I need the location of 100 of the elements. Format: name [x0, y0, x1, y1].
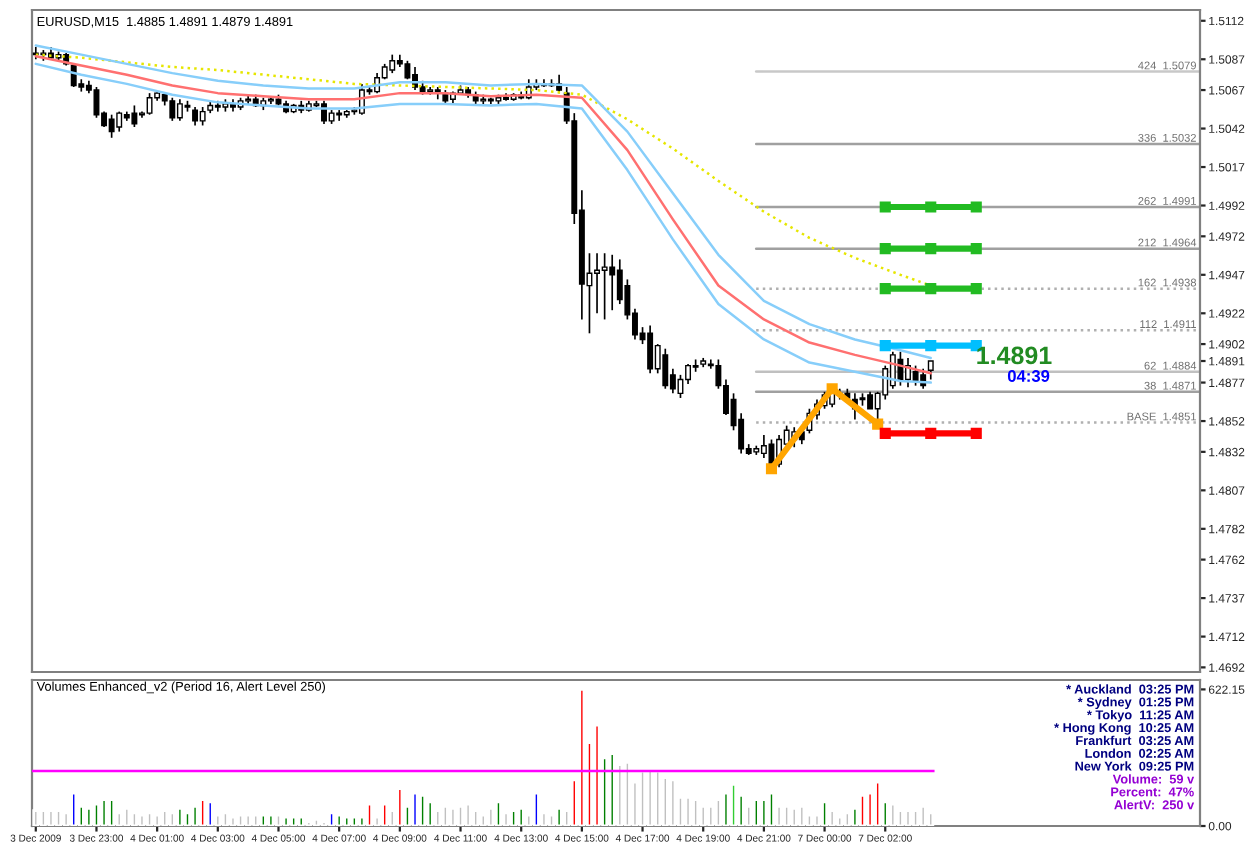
bar: [275, 813, 282, 826]
bar: [100, 798, 108, 826]
bar: [130, 811, 138, 826]
bar: [92, 802, 100, 826]
bar: [176, 807, 184, 826]
bar: [146, 811, 154, 826]
bar: [790, 807, 798, 826]
bar: [441, 804, 449, 826]
bar: [282, 815, 290, 826]
point: [879, 243, 891, 255]
bar: [184, 811, 191, 826]
bar: [138, 813, 146, 826]
bar: [259, 813, 267, 826]
candlestick: [108, 113, 115, 139]
bar: [927, 811, 935, 826]
point: [970, 201, 982, 213]
bar: [859, 793, 866, 826]
bar: [39, 809, 47, 826]
bar: [55, 809, 63, 826]
bar: [593, 723, 601, 826]
bar: [396, 787, 404, 826]
bar: [449, 807, 457, 826]
bar: [707, 804, 715, 826]
bar: [312, 818, 320, 826]
point: [765, 463, 778, 475]
bar: [335, 813, 343, 826]
bar: [47, 809, 55, 826]
candlestick: [404, 59, 411, 81]
bar: [889, 802, 897, 826]
bar: [623, 760, 631, 826]
bar: [684, 796, 692, 826]
point: [925, 340, 937, 352]
point: [970, 427, 982, 439]
bar: [199, 798, 207, 826]
bar: [896, 809, 904, 826]
bar: [783, 804, 791, 826]
point: [925, 283, 937, 295]
bar: [714, 798, 722, 826]
bar: [843, 811, 851, 826]
bar: [381, 802, 389, 826]
bar: [168, 811, 176, 826]
bar: [290, 815, 298, 826]
candlestick: [609, 253, 616, 312]
bar: [798, 804, 806, 826]
annotation: 04:39: [1007, 370, 1050, 382]
bar: [768, 791, 775, 826]
bar: [457, 804, 464, 826]
candlestick: [760, 434, 767, 459]
bar: [472, 809, 480, 826]
point: [925, 201, 937, 213]
bar: [730, 782, 738, 826]
bar: [252, 813, 260, 826]
bar: [912, 809, 920, 826]
bar: [206, 800, 214, 826]
bar: [578, 688, 586, 826]
point: [879, 427, 891, 439]
bar: [426, 800, 434, 826]
bar: [267, 813, 275, 826]
bar: [692, 798, 700, 826]
bar: [548, 813, 556, 826]
bar: [297, 815, 305, 826]
bar: [532, 791, 540, 826]
bar: [32, 809, 40, 826]
candlestick: [93, 86, 100, 119]
bar: [722, 791, 730, 826]
candlestick: [176, 98, 183, 122]
bar: [123, 807, 131, 826]
bar: [350, 815, 358, 826]
bar: [639, 769, 647, 826]
candlestick: [594, 252, 601, 315]
bar: [419, 793, 427, 826]
candlestick: [199, 106, 206, 127]
bar: [191, 804, 199, 826]
bar: [479, 813, 487, 826]
point: [879, 283, 891, 295]
point: [970, 243, 982, 255]
candlestick: [192, 106, 199, 127]
bar: [108, 798, 116, 826]
bar: [836, 815, 844, 826]
candlestick: [169, 96, 176, 122]
bar: [237, 813, 245, 826]
candlestick: [912, 364, 919, 387]
point: [879, 201, 891, 213]
candlestick: [647, 324, 654, 375]
bar: [221, 811, 229, 826]
point: [970, 283, 982, 295]
bar: [608, 752, 616, 826]
bar: [85, 807, 93, 826]
point: [872, 418, 884, 430]
bar: [305, 820, 313, 826]
bar: [821, 800, 829, 826]
bar: [919, 804, 927, 826]
candlestick: [662, 347, 669, 390]
candlestick: [146, 92, 153, 116]
bar: [70, 791, 78, 826]
bar: [805, 813, 813, 826]
bar: [510, 809, 518, 826]
candlestick: [389, 53, 396, 74]
bar: [328, 811, 336, 826]
candlestick: [927, 360, 934, 381]
